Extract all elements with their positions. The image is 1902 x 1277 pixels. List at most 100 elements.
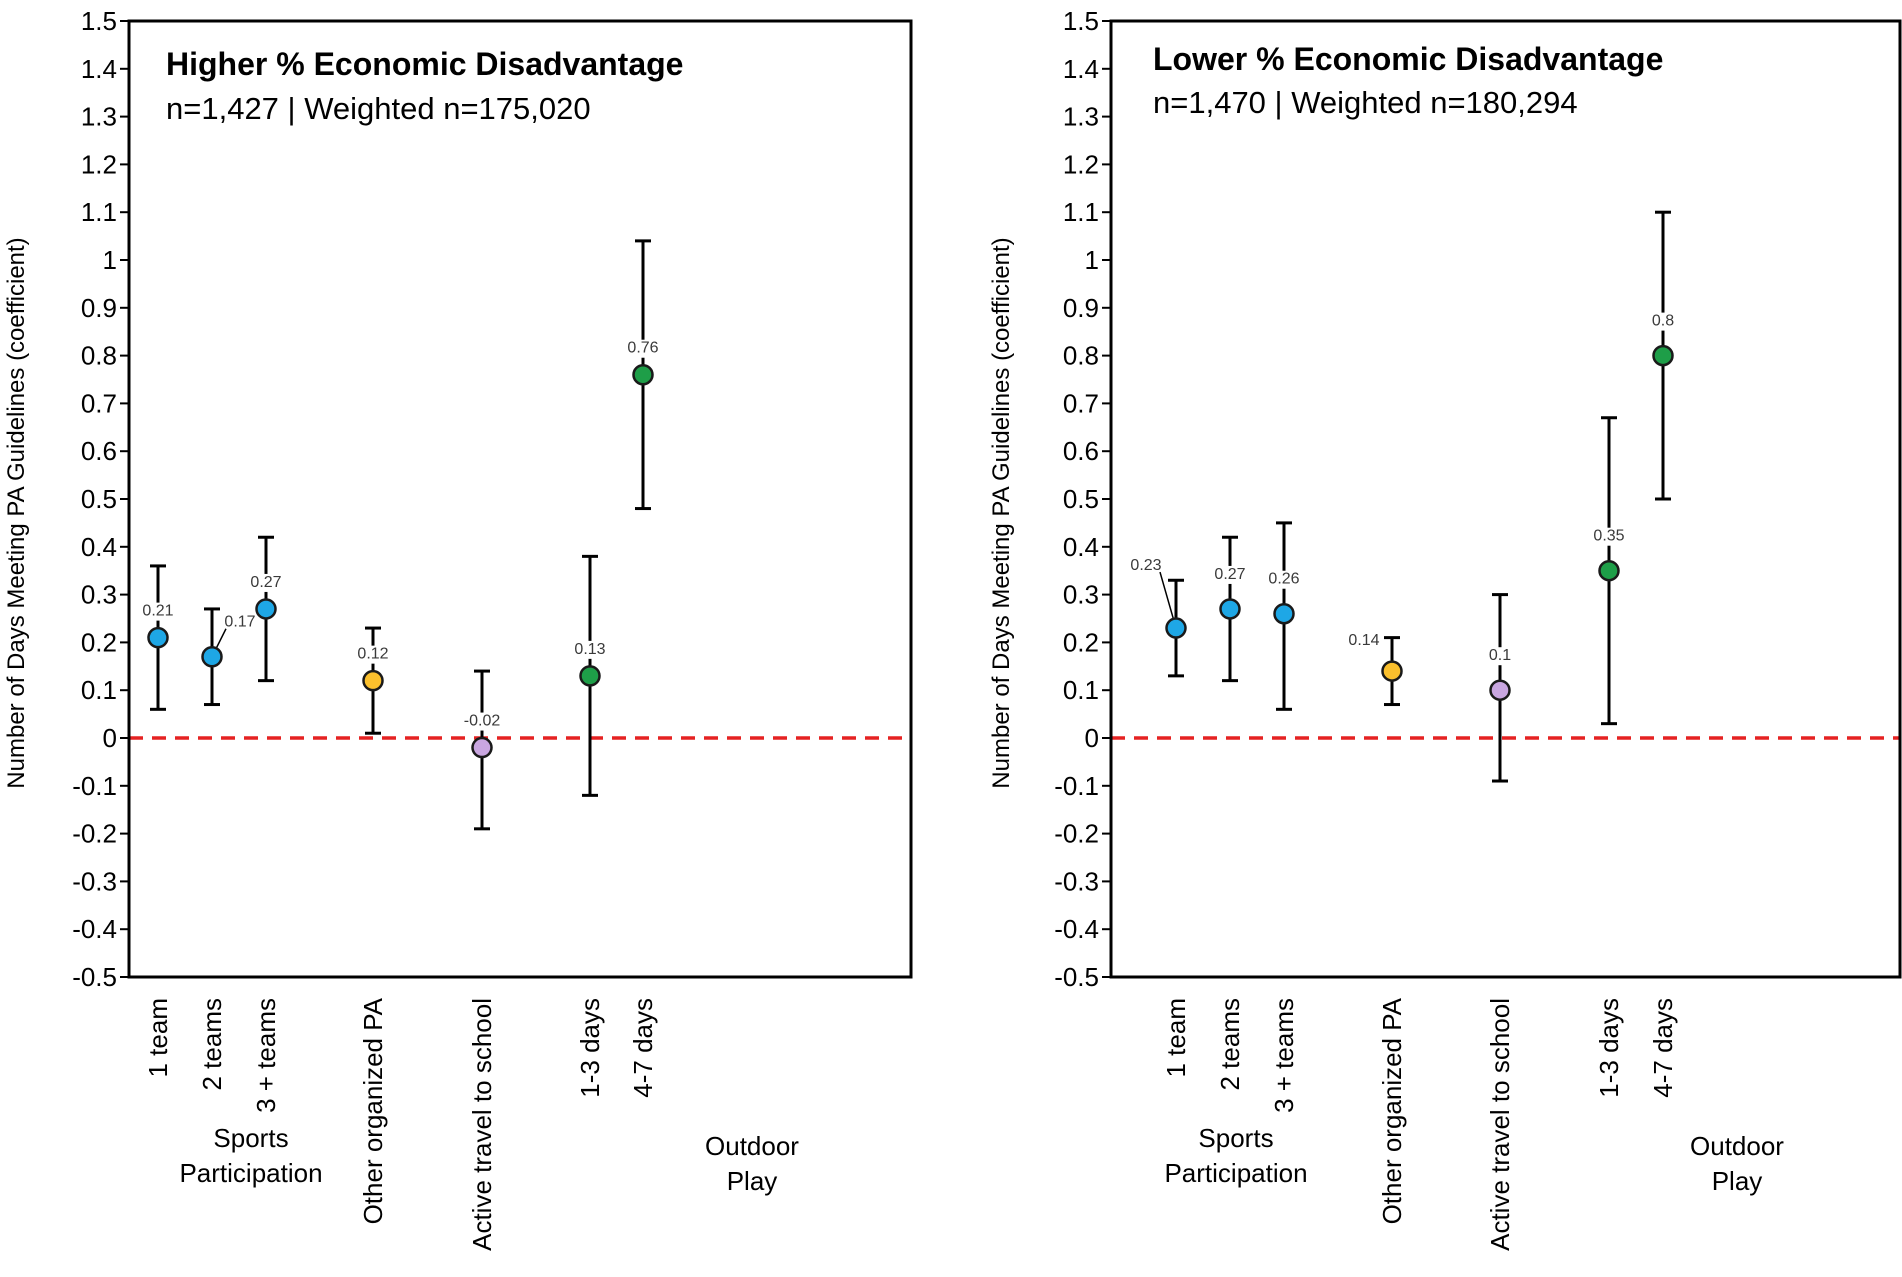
x-category-label: Active travel to school [467, 998, 497, 1251]
data-point-group: 0.1 [1482, 593, 1518, 783]
y-tick-label: 1.5 [81, 6, 117, 36]
value-label-background [1482, 647, 1518, 666]
y-tick-label: -0.1 [72, 771, 117, 801]
right-group-label-outdoor-line1: Outdoor [1690, 1131, 1784, 1161]
value-label-background [572, 640, 608, 659]
data-point-group: 0.12 [355, 626, 391, 735]
right-data-points: 0.23 0.27 0.26 0.14 0.1 0.35 0.8 [1128, 210, 1681, 783]
right-group-label-outdoor-line2: Play [1712, 1166, 1763, 1196]
data-point-marker [1652, 344, 1674, 367]
y-tick-label: 0.8 [81, 341, 117, 371]
y-tick-label: 1 [103, 245, 117, 275]
value-label-background [1346, 632, 1382, 651]
data-point-group: 0.13 [572, 554, 608, 797]
y-tick-label: 0.5 [81, 484, 117, 514]
y-tick-label: 1.3 [81, 102, 117, 132]
data-point-marker [1165, 617, 1187, 639]
value-label: 0.23 [1130, 557, 1161, 574]
right-group-label-sports-line1: Sports [1198, 1123, 1273, 1153]
x-category-label: 4-7 days [628, 998, 658, 1098]
x-category-label: Active travel to school [1485, 998, 1515, 1251]
x-category-label: Other organized PA [358, 997, 388, 1224]
y-tick-label: 0.4 [81, 532, 117, 562]
right-x-category-labels: 1 team 2 teams 3 + teams Other organized PA… [1161, 997, 1678, 1251]
right-y-axis-label: Number of Days Meeting PA Guidelines (co… [988, 237, 1015, 788]
y-tick-label: 1.3 [1063, 102, 1099, 132]
x-category-label: 1-3 days [1594, 998, 1624, 1098]
data-point-group: 0.8 [1645, 210, 1681, 501]
data-point-marker [201, 645, 223, 668]
right-group-label-sports-line2: Participation [1164, 1158, 1307, 1188]
left-group-label-sports-line2: Participation [179, 1158, 322, 1188]
value-label-background [355, 645, 391, 664]
value-label-background [1212, 565, 1248, 584]
data-point-marker [471, 736, 493, 759]
data-point-marker [362, 669, 384, 692]
data-point-marker [1381, 660, 1403, 682]
y-tick-label: -0.4 [72, 914, 117, 944]
x-category-label: 2 teams [197, 998, 227, 1091]
right-chart-title: Lower % Economic Disadvantage [1153, 41, 1663, 77]
value-label-background [1645, 312, 1681, 331]
left-group-label-outdoor-line1: Outdoor [705, 1131, 799, 1161]
data-point-group: 0.21 [140, 564, 176, 711]
data-point-marker [1489, 679, 1511, 701]
data-point-group: 0.27 [248, 535, 284, 683]
value-label: 0.17 [224, 614, 255, 631]
data-point-marker [579, 665, 601, 687]
y-tick-label: 0.3 [1063, 580, 1099, 610]
value-label: 0.8 [1652, 313, 1674, 330]
value-label-background [222, 613, 258, 632]
y-tick-label: 0.6 [81, 436, 117, 466]
value-label: 0.27 [250, 574, 281, 591]
y-tick-label: 1.1 [1063, 197, 1099, 227]
value-label-background [248, 573, 284, 592]
data-point-group: 0.14 [1346, 632, 1403, 707]
value-label: 0.1 [1489, 647, 1511, 664]
value-label: 0.76 [627, 340, 658, 357]
y-tick-label: -0.2 [1054, 819, 1099, 849]
y-tick-label: 1.4 [81, 54, 117, 84]
x-category-label: Other organized PA [1377, 997, 1407, 1224]
value-label: 0.21 [142, 603, 173, 620]
left-plot-frame [127, 19, 913, 979]
y-tick-label: 0.4 [1063, 532, 1099, 562]
left-group-label-sports-line1: Sports [213, 1123, 288, 1153]
data-point-group: 0.26 [1266, 521, 1302, 711]
x-category-label: 1 team [1161, 998, 1191, 1078]
right-plot-frame [1109, 19, 1902, 979]
right-panel: Number of Days Meeting PA Guidelines (co… [988, 6, 1902, 1251]
x-category-label: 1 team [143, 998, 173, 1078]
y-tick-label: 0.2 [1063, 627, 1099, 657]
value-label-background [464, 712, 500, 731]
value-label: 0.26 [1268, 571, 1299, 588]
y-tick-label: 0.3 [81, 580, 117, 610]
y-tick-label: -0.1 [1054, 771, 1099, 801]
value-label: 0.27 [1214, 566, 1245, 583]
data-point-marker [1219, 598, 1241, 620]
left-chart-subtitle: n=1,427 | Weighted n=175,020 [166, 91, 591, 126]
value-label-background [1266, 570, 1302, 589]
y-tick-label: 1.2 [81, 149, 117, 179]
data-point-group: -0.02 [464, 669, 500, 831]
y-tick-label: -0.5 [1054, 962, 1099, 992]
data-point-marker [632, 363, 654, 386]
y-tick-label: 0.7 [1063, 388, 1099, 418]
y-tick-label: -0.3 [1054, 866, 1099, 896]
left-group-label-outdoor-line2: Play [727, 1166, 778, 1196]
data-point-marker [255, 598, 277, 620]
value-label-background [1128, 557, 1164, 576]
left-y-ticks: -0.5 -0.4 -0.3 -0.2 -0.1 0 0.1 0.2 0.3 0.4 0.5 0.6 0… [72, 6, 129, 992]
y-tick-label: 1.1 [81, 197, 117, 227]
x-category-label: 3 + teams [1269, 998, 1299, 1113]
y-tick-label: 0.8 [1063, 341, 1099, 371]
left-data-points: 0.21 0.17 0.27 0.12 -0.02 0.13 0.76 [140, 239, 661, 831]
data-point-group: 0.27 [1212, 535, 1248, 683]
data-point-group: 0.23 [1128, 557, 1187, 678]
value-label-background [140, 602, 176, 621]
y-tick-label: 0.9 [81, 293, 117, 323]
x-category-label: 3 + teams [251, 998, 281, 1113]
value-label: 0.12 [357, 646, 388, 663]
y-tick-label: 0.9 [1063, 293, 1099, 323]
